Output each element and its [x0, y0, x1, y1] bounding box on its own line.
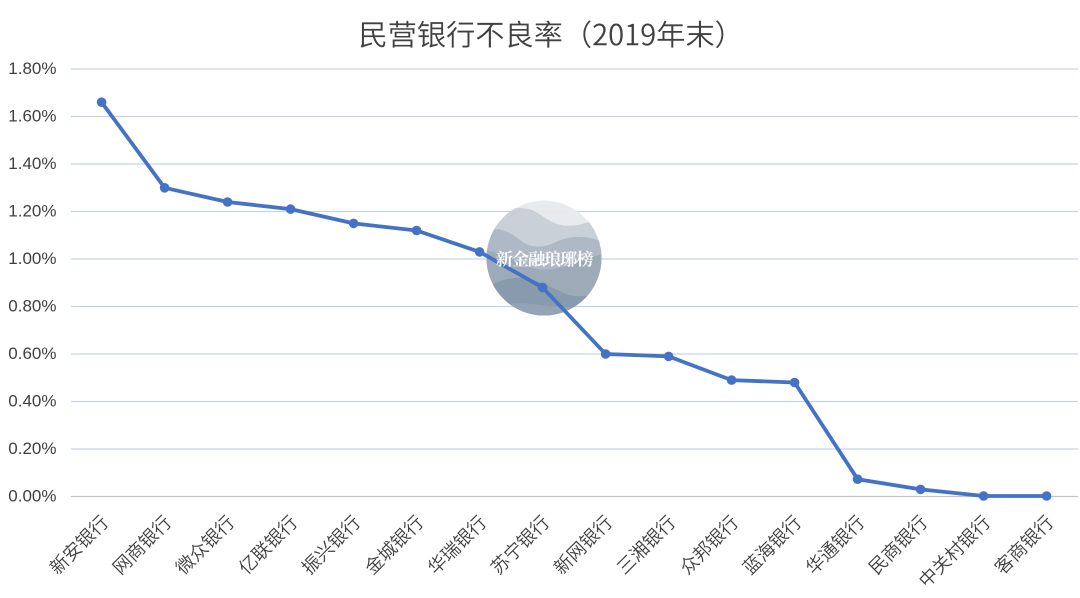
svg-text:1.40%: 1.40%	[8, 154, 56, 173]
svg-text:0.20%: 0.20%	[8, 439, 56, 458]
svg-text:0.40%: 0.40%	[8, 392, 56, 411]
svg-text:1.80%: 1.80%	[8, 59, 56, 78]
svg-text:1.20%: 1.20%	[8, 202, 56, 221]
svg-text:0.60%: 0.60%	[8, 344, 56, 363]
svg-text:0.80%: 0.80%	[8, 297, 56, 316]
svg-text:1.00%: 1.00%	[8, 249, 56, 268]
svg-text:0.00%: 0.00%	[8, 487, 56, 506]
svg-text:1.60%: 1.60%	[8, 107, 56, 126]
